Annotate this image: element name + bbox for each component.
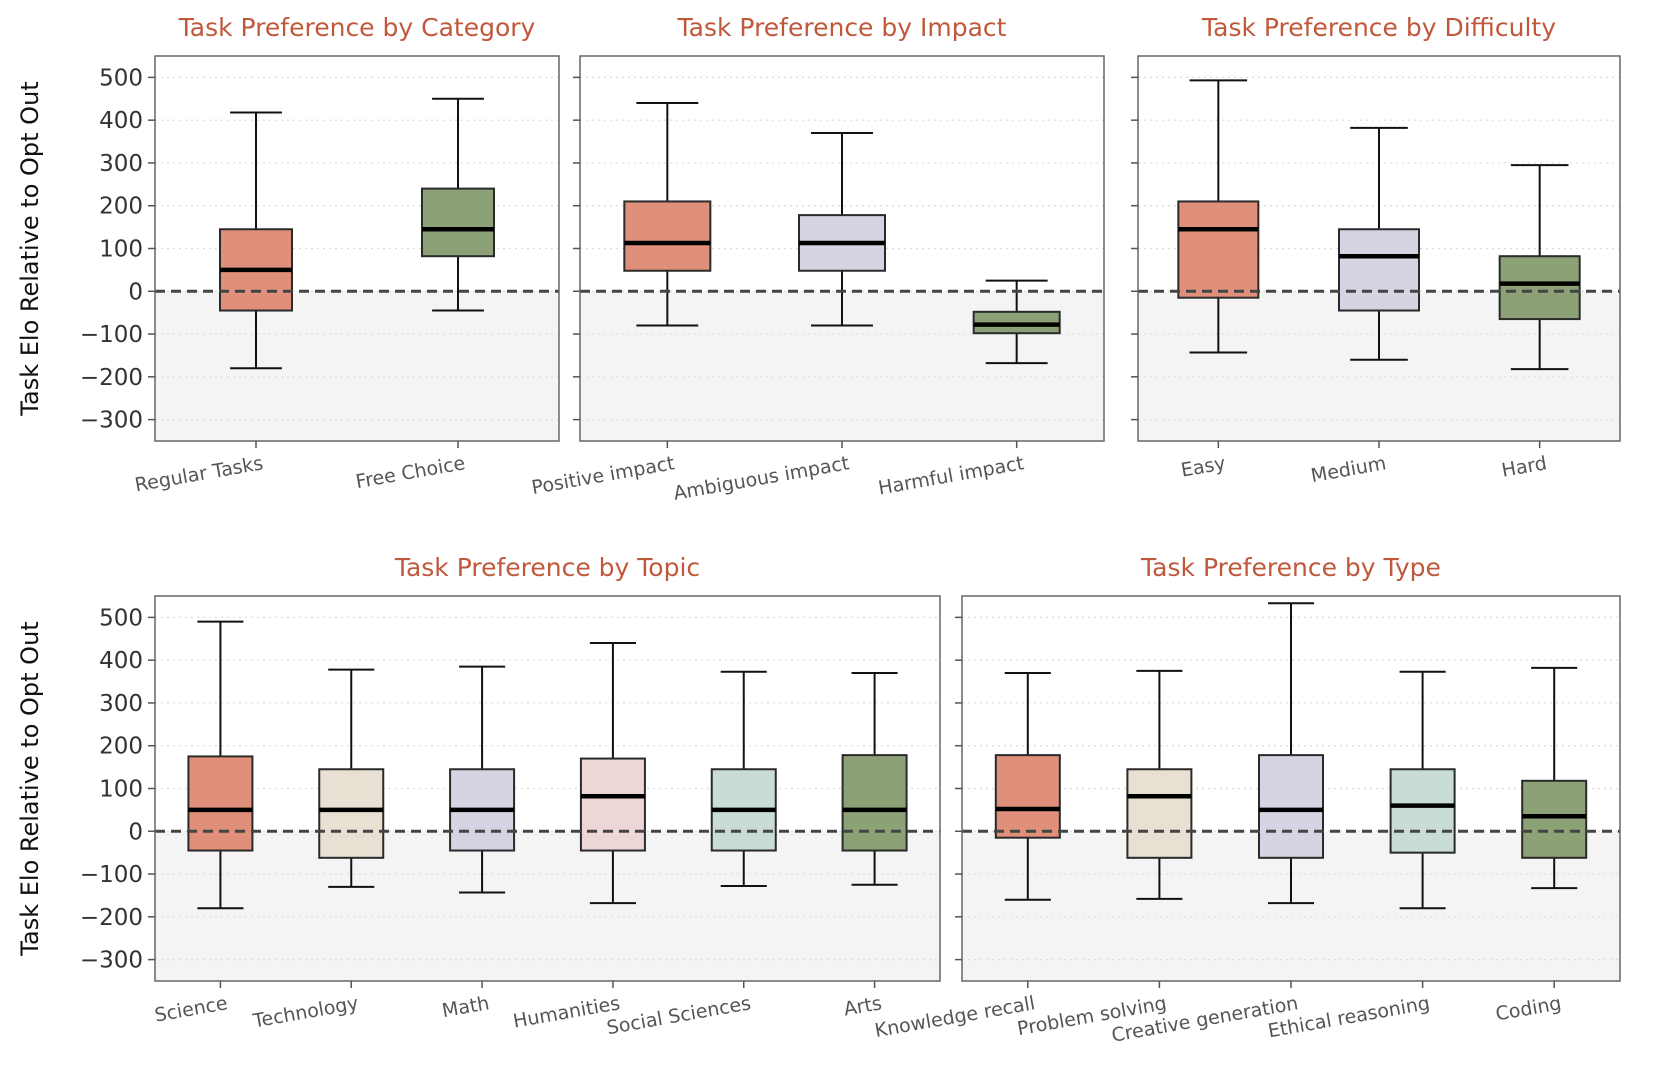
x-tick-label: Hard — [1500, 452, 1549, 482]
y-tick-label: 300 — [99, 691, 143, 717]
y-tick-label: 100 — [99, 777, 143, 803]
box-iqr — [841, 754, 908, 852]
x-tick-label: Social Sciences — [605, 992, 753, 1039]
y-tick-label: 500 — [99, 605, 143, 631]
y-tick-label: −300 — [80, 948, 143, 974]
y-tick-label: −100 — [80, 862, 143, 888]
y-tick-label: 100 — [99, 237, 143, 263]
x-tick-label: Ambiguous impact — [672, 452, 851, 505]
y-tick-label: 300 — [99, 151, 143, 177]
box-iqr — [994, 754, 1061, 839]
y-tick-label: −200 — [80, 905, 143, 931]
chart-panel-1: 500 400 300 200 100 0 −100 −200 −300 Regular Task… — [16, 13, 560, 496]
chart-title: Task Preference by Impact — [677, 13, 1007, 42]
box-iqr — [579, 757, 646, 852]
x-tick-label: Technology — [250, 992, 360, 1032]
box-iqr — [1258, 754, 1324, 859]
x-tick-label: Math — [440, 992, 491, 1022]
box-iqr — [1521, 779, 1588, 859]
x-tick-label: Easy — [1179, 452, 1227, 481]
box-iqr — [1498, 255, 1581, 321]
chart-title: Task Preference by Topic — [394, 553, 700, 582]
chart-title: Task Preference by Category — [178, 13, 536, 42]
x-tick-label: Coding — [1494, 992, 1563, 1025]
chart-panel-4: 500 400 300 200 100 0 −100 −200 −300 Science Techn… — [16, 553, 941, 1039]
box-iqr — [318, 768, 385, 859]
y-tick-label: 400 — [99, 648, 143, 674]
y-tick-label: −300 — [80, 408, 143, 434]
y-tick-label: 200 — [99, 734, 143, 760]
box-iqr — [1126, 768, 1193, 859]
y-tick-label: 0 — [128, 819, 143, 845]
x-tick-label: Positive impact — [530, 452, 676, 499]
y-tick-label: 500 — [99, 65, 143, 91]
box-iqr — [1338, 228, 1420, 312]
x-tick-label: Science — [153, 992, 229, 1026]
x-tick-label: Medium — [1309, 452, 1388, 487]
box-iqr — [1177, 200, 1260, 299]
box-iqr — [187, 755, 254, 852]
y-tick-label: −100 — [80, 322, 143, 348]
negative-region-shading — [155, 831, 940, 981]
chart-title: Task Preference by Type — [1140, 553, 1441, 582]
y-tick-label: 0 — [128, 279, 143, 305]
y-axis-label: Task Elo Relative to Opt Out — [16, 621, 44, 956]
x-tick-label: Regular Tasks — [133, 452, 265, 496]
y-tick-label: −200 — [80, 365, 143, 391]
x-tick-label: Arts — [842, 992, 883, 1020]
box-iqr — [1389, 768, 1456, 854]
x-tick-label: Knowledge recall — [873, 992, 1037, 1042]
x-tick-label: Harmful impact — [877, 452, 1026, 499]
chart-panel-3: Easy Medium Hard Task Preference by Difficu… — [1131, 13, 1621, 487]
chart-title: Task Preference by Difficulty — [1201, 13, 1556, 42]
box-iqr — [623, 200, 712, 272]
x-tick-label: Free Choice — [354, 452, 467, 493]
y-tick-label: 200 — [99, 194, 143, 220]
x-tick-label: Humanities — [511, 992, 621, 1032]
negative-region-shading — [155, 291, 559, 441]
y-axis-label: Task Elo Relative to Opt Out — [16, 81, 44, 416]
box-iqr — [421, 187, 495, 258]
y-tick-label: 400 — [99, 108, 143, 134]
